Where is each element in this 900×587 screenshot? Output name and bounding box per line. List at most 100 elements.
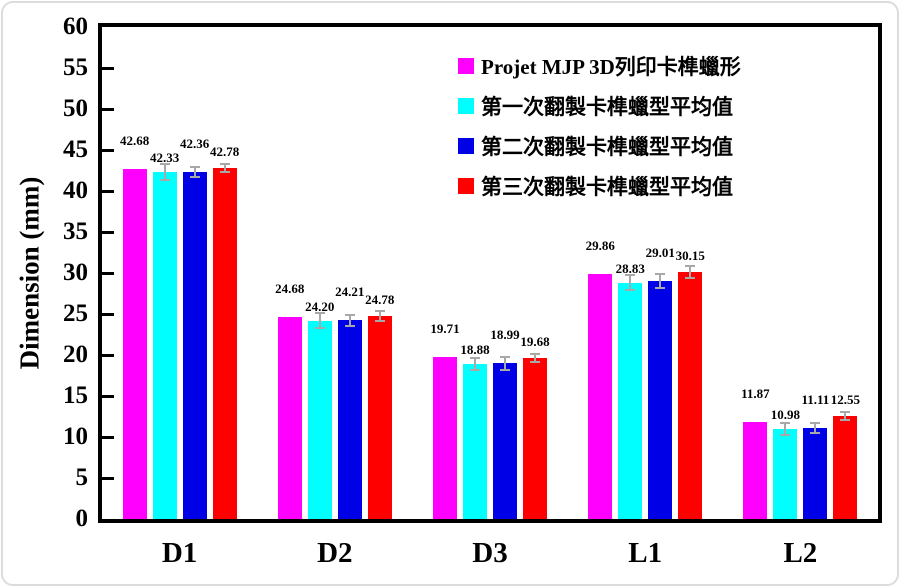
error-bar-cap <box>219 163 230 166</box>
legend-label: 第一次翻製卡榫蠟型平均值 <box>481 94 733 119</box>
bar-value-label: 18.99 <box>490 327 520 343</box>
legend-label: 第三次翻製卡榫蠟型平均值 <box>481 174 733 199</box>
bar-value-label: 18.88 <box>460 342 490 358</box>
bar-value-label: 29.01 <box>645 245 675 261</box>
error-bar <box>223 164 226 173</box>
bar-L1-series1 <box>588 274 613 519</box>
y-axis-tick-label: 40 <box>63 177 88 204</box>
bar-D1-series1 <box>122 169 147 519</box>
error-bar <box>474 358 476 370</box>
error-bar-cap <box>685 276 696 279</box>
legend-item-series3: 第二次翻製卡榫蠟型平均值 <box>458 133 741 159</box>
error-bar-cap <box>159 179 170 182</box>
error-bar-cap <box>655 287 666 290</box>
legend: Projet MJP 3D列印卡榫蠟形第一次翻製卡榫蠟型平均值 第二次翻製卡榫蠟型… <box>458 53 741 213</box>
error-bar-cap <box>685 265 696 268</box>
error-bar <box>659 273 662 289</box>
error-bar-cap <box>470 357 480 360</box>
y-axis-tick-label: 20 <box>63 341 88 368</box>
y-axis-tick <box>102 148 114 152</box>
bar-value-label: 19.68 <box>520 333 550 349</box>
bar-value-label: 24.68 <box>275 280 305 296</box>
legend-swatch-icon <box>458 177 474 194</box>
error-bar <box>689 266 692 278</box>
y-axis-tick <box>102 66 114 70</box>
bar-D3-series2 <box>463 364 487 519</box>
bar-value-label: 42.68 <box>119 133 150 149</box>
bar-D2-series4 <box>367 315 392 519</box>
error-bar-cap <box>189 165 200 168</box>
error-bar-cap <box>655 272 666 275</box>
bar-value-label: 42.78 <box>209 144 240 160</box>
bar-value-label: 30.15 <box>675 247 705 263</box>
legend-swatch-icon <box>458 137 474 154</box>
legend-swatch-icon <box>458 97 474 114</box>
y-axis-tick <box>102 435 114 439</box>
y-axis-tick <box>102 189 114 193</box>
error-bar-cap <box>314 312 325 315</box>
bar-value-label: 42.33 <box>149 149 180 165</box>
error-bar-cap <box>840 419 851 422</box>
x-axis-category-label: D2 <box>317 537 353 569</box>
bar-L2-series4 <box>833 416 858 519</box>
bar-D1-series4 <box>212 168 237 519</box>
y-axis-tick <box>102 107 114 111</box>
y-axis-tick-label: 0 <box>75 505 89 532</box>
legend-item-series1: Projet MJP 3D列印卡榫蠟形 <box>458 53 741 79</box>
bar-D1-series3 <box>182 171 207 519</box>
error-bar-cap <box>625 288 636 291</box>
error-bar <box>814 422 817 433</box>
x-axis-category-label: L2 <box>783 537 818 569</box>
error-bar-cap <box>189 175 200 178</box>
error-bar-cap <box>500 355 510 358</box>
y-axis-tick-label: 45 <box>63 136 88 163</box>
legend-label: 第二次翻製卡榫蠟型平均值 <box>481 134 733 159</box>
bar-value-label: 12.55 <box>830 392 861 408</box>
y-axis-tick <box>102 476 114 480</box>
error-bar <box>534 353 536 362</box>
y-axis-tick-label: 35 <box>63 218 88 245</box>
bar-D3-series4 <box>523 357 547 519</box>
error-bar <box>193 166 196 177</box>
error-bar-cap <box>374 309 385 312</box>
y-axis-tick-label: 25 <box>63 300 88 327</box>
plot-area: 42.68 42.33 42.36 42.78 24.68 24.20 24.21 24.78… <box>98 23 882 523</box>
y-axis-tick-label: 55 <box>63 54 88 81</box>
legend-item-series4: 第三次翻製卡榫蠟型平均值 <box>458 173 741 199</box>
error-bar <box>844 411 847 421</box>
error-bar-cap <box>780 433 791 436</box>
bar-value-label: 19.71 <box>430 321 460 337</box>
error-bar-cap <box>314 326 325 329</box>
error-bar-cap <box>344 313 355 316</box>
error-bar-cap <box>810 431 821 434</box>
bar-D2-series2 <box>307 320 332 519</box>
bar-value-label: 24.78 <box>365 291 395 307</box>
x-axis-category-label: D3 <box>472 537 508 569</box>
error-bar <box>318 313 321 328</box>
plot-inner: 42.68 42.33 42.36 42.78 24.68 24.20 24.21 24.78… <box>102 27 878 519</box>
error-bar-cap <box>219 171 230 174</box>
bar-L1-series2 <box>618 282 643 519</box>
error-bar-cap <box>344 325 355 328</box>
bar-value-label: 24.20 <box>305 298 335 314</box>
error-bar-cap <box>530 360 540 363</box>
bar-L1-series4 <box>678 271 703 519</box>
error-bar-cap <box>500 368 510 371</box>
x-axis-category-label: D1 <box>161 537 198 569</box>
y-axis-tick-label: 10 <box>63 423 88 450</box>
bar-L2-series2 <box>773 428 798 519</box>
error-bar-cap <box>840 410 851 413</box>
error-bar <box>784 423 787 435</box>
error-bar-cap <box>530 352 540 355</box>
error-bar <box>348 314 351 327</box>
bar-value-label: 10.98 <box>770 406 801 422</box>
error-bar <box>163 163 166 181</box>
bar-value-label: 42.36 <box>179 135 210 151</box>
error-bar <box>504 356 506 370</box>
y-axis-tick <box>102 394 114 398</box>
y-axis-tick <box>102 312 114 316</box>
y-axis-tick-label: 5 <box>75 464 89 491</box>
y-axis-tick-label: 50 <box>63 95 88 122</box>
x-axis-category-label: L1 <box>628 537 663 569</box>
bar-D2-series1 <box>277 316 302 519</box>
